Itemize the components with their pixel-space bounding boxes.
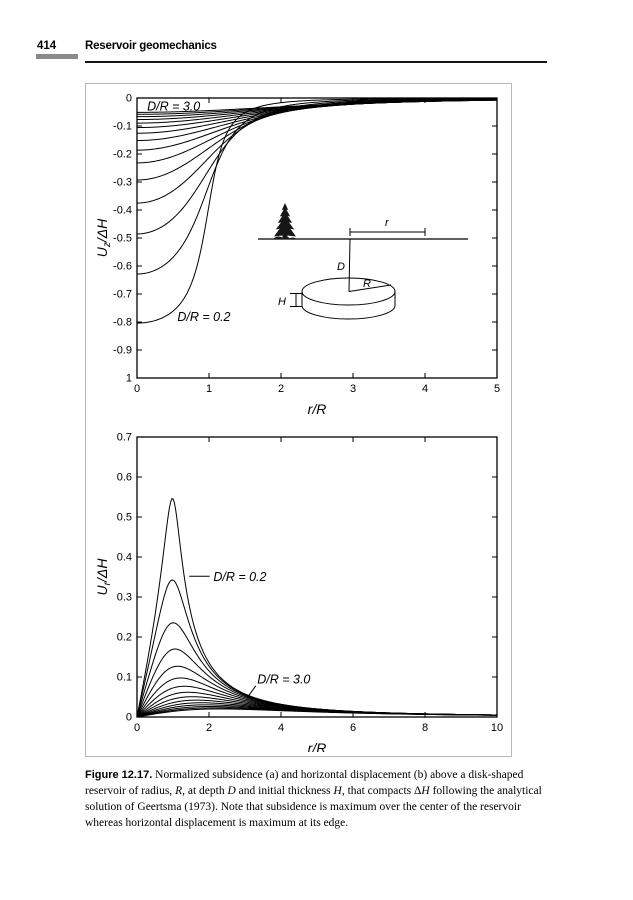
depth-label: D bbox=[337, 261, 345, 273]
y-tick-label: -0.8 bbox=[113, 317, 132, 329]
annotation-label: D/R = 3.0 bbox=[147, 100, 200, 114]
caption-segment: H bbox=[333, 785, 342, 797]
y-tick-label: 0.3 bbox=[117, 592, 132, 604]
curve-dr-3 bbox=[137, 99, 497, 113]
caption-segment: Figure 12.17. bbox=[85, 769, 153, 781]
annotation-label: D/R = 0.2 bbox=[177, 310, 230, 324]
page-number-bar bbox=[36, 54, 78, 59]
figure-caption: Figure 12.17. Normalized subsidence (a) … bbox=[85, 767, 550, 831]
curve-dr-0.2 bbox=[137, 498, 497, 718]
thickness-bracket bbox=[290, 293, 302, 307]
y-tick-label: -0.5 bbox=[113, 233, 132, 245]
depth-line bbox=[348, 238, 351, 292]
x-tick-label: 8 bbox=[422, 722, 428, 734]
annotation-label: D/R = 0.2 bbox=[213, 570, 266, 584]
caption-segment: , that compacts bbox=[341, 785, 414, 797]
y-tick-label: -0.3 bbox=[113, 177, 132, 189]
running-head: Reservoir geomechanics bbox=[85, 40, 217, 52]
x-axis-label: r/R bbox=[308, 401, 327, 417]
annotation-leader bbox=[246, 685, 257, 699]
x-tick-label: 2 bbox=[278, 383, 284, 395]
caption-segment: following the analytical solution of Gee… bbox=[85, 785, 542, 829]
y-axis-label: Uz/ΔH bbox=[95, 218, 113, 257]
caption-segment: and initial thickness bbox=[235, 785, 334, 797]
y-tick-label: 0.4 bbox=[117, 552, 132, 564]
thickness-label: H bbox=[278, 296, 286, 308]
y-tick-label: 0 bbox=[126, 93, 132, 105]
r-label: r bbox=[385, 217, 390, 229]
x-tick-label: 10 bbox=[491, 722, 503, 734]
y-tick-label: -0.9 bbox=[113, 345, 132, 357]
figure-box: 0 1 2 3 4 5 0 -0.1 -0.2 -0.3 -0.4 -0.5 -0.6 -0.7 -0.8-… bbox=[85, 83, 512, 757]
y-tick-label: -0.2 bbox=[113, 149, 132, 161]
x-tick-label: 4 bbox=[422, 383, 428, 395]
x-tick-label: 2 bbox=[206, 722, 212, 734]
y-tick-label: -0.6 bbox=[113, 261, 132, 273]
x-tick-label: 6 bbox=[350, 722, 356, 734]
radius-label: R bbox=[363, 278, 371, 290]
curve-dr-3 bbox=[137, 708, 497, 718]
caption-segment: Δ bbox=[414, 785, 422, 797]
horizontal-displacement-plot: 0 2 4 6 8 10 0 0.1 0.2 0.3 0.4 0.5 0.6 0.7 Ur/ΔH r/R D/R… bbox=[95, 432, 503, 753]
x-tick-label: 1 bbox=[206, 383, 212, 395]
radius-line bbox=[348, 284, 392, 292]
y-axis-label: Ur/ΔH bbox=[95, 558, 113, 596]
caption-segment: Normalized subsidence (a) and horizontal… bbox=[85, 769, 524, 797]
caption-segment: D bbox=[227, 785, 236, 797]
y-tick-label: 0.1 bbox=[117, 672, 132, 684]
reservoir-schematic: r D R H bbox=[258, 203, 468, 320]
caption-segment: R bbox=[175, 785, 183, 797]
annotation-label: D/R = 3.0 bbox=[257, 672, 310, 686]
r-dimension bbox=[349, 228, 426, 236]
x-tick-label: 5 bbox=[494, 383, 500, 395]
x-tick-label: 0 bbox=[134, 722, 140, 734]
curve-family bbox=[137, 498, 497, 718]
page-number: 414 bbox=[37, 40, 57, 52]
x-tick-label: 0 bbox=[134, 383, 140, 395]
caption-segment: , at depth bbox=[182, 785, 228, 797]
x-tick-label: 3 bbox=[350, 383, 356, 395]
curve-family bbox=[137, 97, 497, 324]
tree-icon bbox=[273, 203, 297, 239]
y-tick-label: 0.7 bbox=[117, 432, 132, 444]
y-tick-label: 0.2 bbox=[117, 632, 132, 644]
y-tick-label: -0.4 bbox=[113, 205, 132, 217]
x-tick-label: 4 bbox=[278, 722, 284, 734]
reservoir-disk bbox=[301, 277, 396, 320]
curve-dr-1.6 bbox=[137, 691, 497, 718]
caption-segment: H bbox=[421, 785, 430, 797]
axes-frame bbox=[136, 436, 498, 718]
y-tick-label: -0.7 bbox=[113, 289, 132, 301]
y-tick-label: 0.6 bbox=[117, 472, 132, 484]
y-tick-label: 1 bbox=[126, 373, 132, 385]
y-tick-label: 0 bbox=[126, 712, 132, 724]
subsidence-plot: 0 1 2 3 4 50-0.1-0.2-0.3-0.4-0.5-0.6-0.7-0.8-… bbox=[95, 93, 500, 418]
x-axis-label: r/R bbox=[308, 740, 327, 752]
y-tick-label: -0.1 bbox=[113, 121, 132, 133]
header-rule bbox=[85, 61, 547, 63]
y-tick-label: 0.5 bbox=[117, 512, 132, 524]
